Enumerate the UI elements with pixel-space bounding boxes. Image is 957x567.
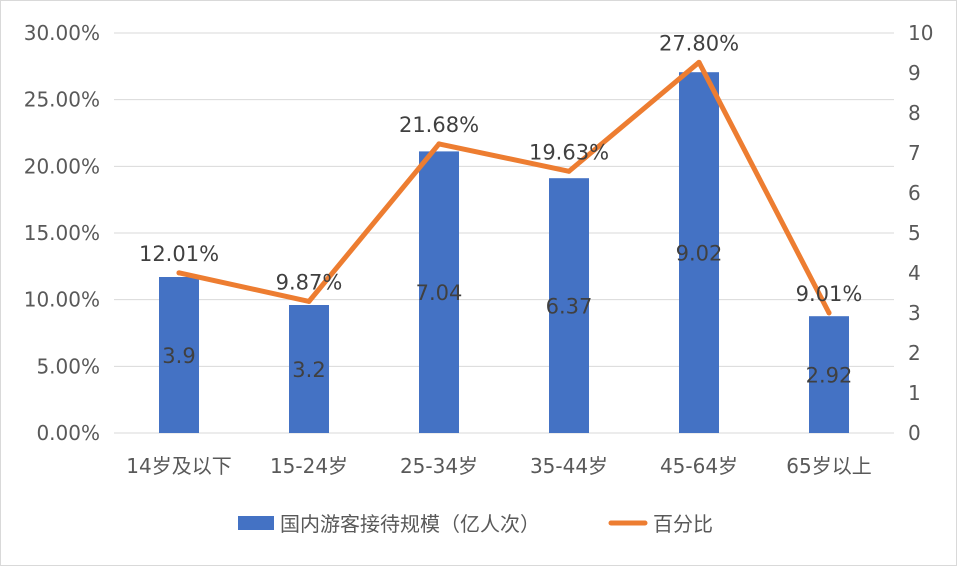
left-axis-tick-label: 30.00% (24, 21, 100, 45)
line-point (306, 298, 312, 304)
bar-value-label: 7.04 (416, 281, 463, 305)
left-axis-tick-label: 0.00% (36, 421, 100, 445)
right-axis-tick-label: 4 (908, 261, 921, 285)
bar (419, 151, 459, 433)
left-axis-tick-label: 15.00% (24, 221, 100, 245)
bar-value-label: 2.92 (806, 364, 853, 388)
category-label: 25-34岁 (400, 454, 478, 478)
legend-line-label: 百分比 (653, 512, 713, 536)
right-axis-tick-label: 9 (908, 61, 921, 85)
line-value-label: 12.01% (139, 242, 219, 266)
data-labels: 3.9 3.2 7.04 6.37 9.02 2.92 12.01% 9.87% 21.68% 1… (139, 31, 862, 387)
line-path (176, 59, 832, 316)
legend-bar-swatch (238, 516, 274, 530)
line-point (176, 270, 182, 276)
right-axis-tick-label: 1 (908, 381, 921, 405)
line-value-label: 21.68% (399, 113, 479, 137)
bar (289, 305, 329, 433)
line-point (826, 310, 832, 316)
line-point (436, 141, 442, 147)
bar-value-label: 3.2 (292, 358, 325, 382)
category-label: 15-24岁 (270, 454, 348, 478)
right-axis-tick-label: 7 (908, 141, 921, 165)
right-axis-tick-label: 8 (908, 101, 921, 125)
bar-value-label: 3.9 (162, 344, 195, 368)
left-axis-tick-label: 5.00% (36, 354, 100, 378)
bar-value-label: 6.37 (546, 295, 593, 319)
line-point (566, 168, 572, 174)
bar-value-label: 9.02 (676, 242, 723, 266)
right-axis-tick-label: 3 (908, 301, 921, 325)
right-axis-tick-label: 0 (908, 421, 921, 445)
category-label: 35-44岁 (530, 454, 608, 478)
bar-series (159, 72, 849, 433)
line-value-label: 9.01% (796, 282, 863, 306)
right-axis-tick-label: 5 (908, 221, 921, 245)
line-value-label: 19.63% (529, 140, 609, 164)
left-axis-tick-label: 20.00% (24, 154, 100, 178)
bar (549, 178, 589, 433)
category-label: 14岁及以下 (126, 454, 231, 478)
right-axis-tick-label: 2 (908, 341, 921, 365)
gridlines (114, 32, 894, 434)
line-series (176, 59, 832, 316)
right-axis-tick-label: 10 (908, 21, 933, 45)
line-value-label: 27.80% (659, 31, 739, 55)
left-axis: 0.00% 5.00% 10.00% 15.00% 20.00% 25.00% 30.00% (24, 21, 100, 445)
line-value-label: 9.87% (276, 270, 343, 294)
category-label: 45-64岁 (660, 454, 738, 478)
line-point (696, 59, 702, 65)
left-axis-tick-label: 10.00% (24, 288, 100, 312)
category-label: 65岁以上 (786, 454, 871, 478)
bar (809, 316, 849, 433)
right-axis-tick-label: 6 (908, 181, 921, 205)
legend-bar-label: 国内游客接待规模（亿人次） (280, 512, 540, 536)
category-axis: 14岁及以下 15-24岁 25-34岁 35-44岁 45-64岁 65岁以上 (126, 454, 871, 478)
legend: 国内游客接待规模（亿人次） 百分比 (238, 512, 713, 536)
bar (159, 277, 199, 433)
left-axis-tick-label: 25.00% (24, 88, 100, 112)
right-axis: 0 1 2 3 4 5 6 7 8 9 10 (908, 21, 933, 445)
bar (679, 72, 719, 433)
